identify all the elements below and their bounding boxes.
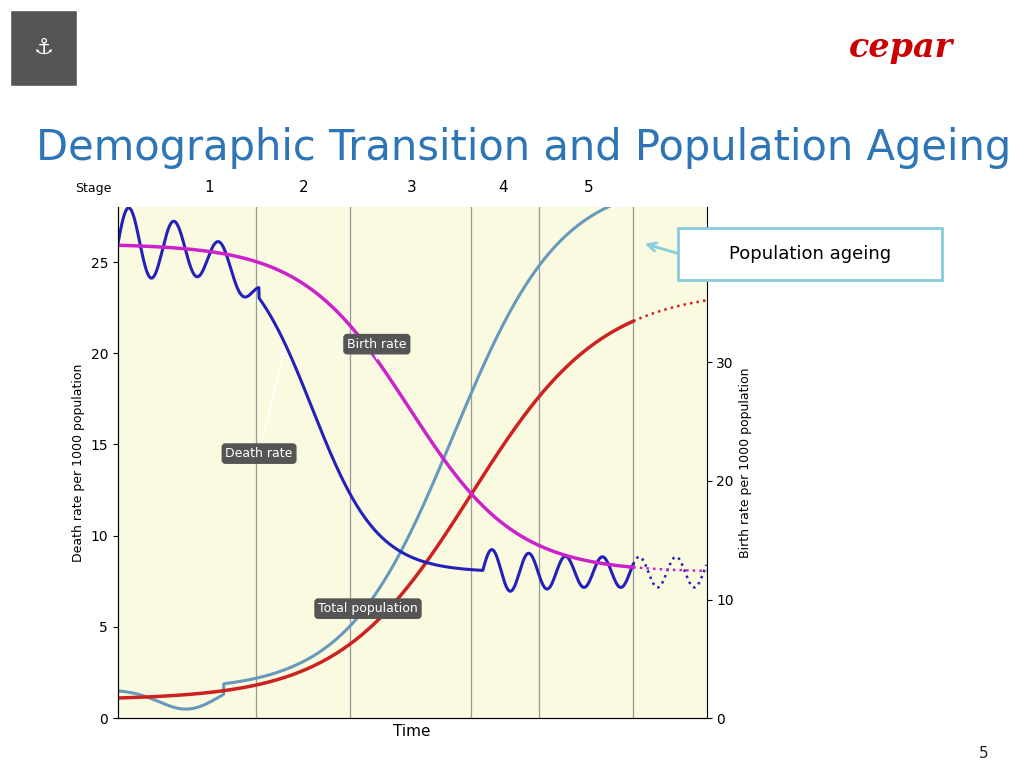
- FancyBboxPatch shape: [678, 228, 942, 280]
- Text: cepar: cepar: [849, 31, 953, 65]
- Bar: [10, 9, 77, 87]
- Text: 5: 5: [979, 746, 988, 761]
- Text: Population ageing: Population ageing: [729, 245, 891, 263]
- Y-axis label: Death rate per 1000 population: Death rate per 1000 population: [72, 363, 85, 562]
- Text: Death rate: Death rate: [225, 349, 293, 460]
- Text: 3: 3: [408, 180, 417, 194]
- Text: Birth rate: Birth rate: [347, 338, 407, 358]
- Text: ⚓: ⚓: [34, 38, 54, 58]
- Text: Stage: Stage: [76, 181, 112, 194]
- Text: 4: 4: [499, 180, 508, 194]
- Text: Total population: Total population: [318, 602, 418, 615]
- Text: 5: 5: [584, 180, 594, 194]
- Y-axis label: Birth rate per 1000 population: Birth rate per 1000 population: [739, 367, 753, 558]
- Text: 2: 2: [298, 180, 308, 194]
- Text: Demographic Transition and Population Ageing: Demographic Transition and Population Ag…: [36, 127, 1011, 169]
- Text: Australian
National
University: Australian National University: [87, 20, 147, 67]
- Text: 1: 1: [204, 180, 214, 194]
- X-axis label: Time: Time: [393, 723, 431, 739]
